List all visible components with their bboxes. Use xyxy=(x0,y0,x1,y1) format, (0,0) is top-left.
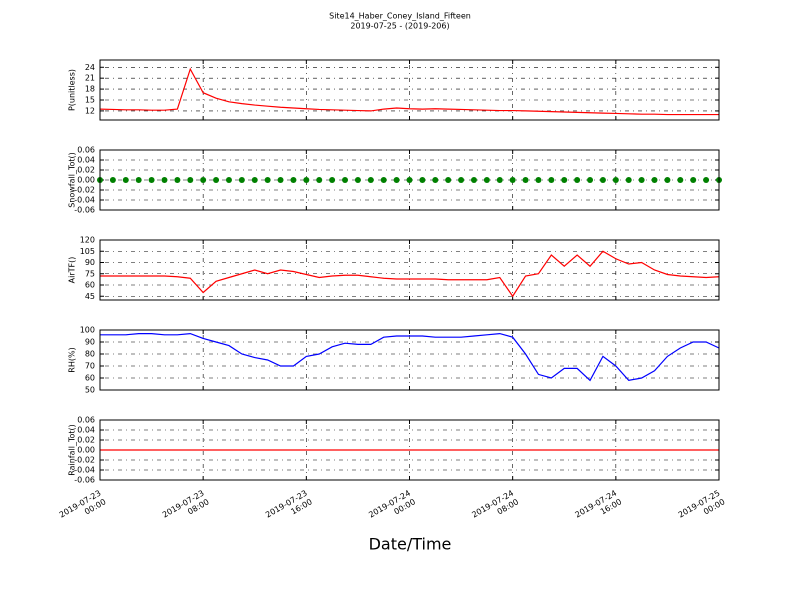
data-point xyxy=(174,177,181,183)
data-point xyxy=(483,177,490,183)
data-point xyxy=(496,177,503,183)
data-point xyxy=(303,177,310,183)
chart-subtitle: 2019-07-25 - (2019-206) xyxy=(350,22,449,31)
y-axis-label: P(unitless) xyxy=(68,69,77,111)
data-point xyxy=(535,177,542,183)
data-point xyxy=(677,177,684,183)
data-point xyxy=(213,177,220,183)
y-tick-label: -0.06 xyxy=(74,476,95,485)
y-tick-label: -0.02 xyxy=(74,456,95,465)
data-point xyxy=(342,177,349,183)
y-tick-label: 0.00 xyxy=(77,446,95,455)
y-axis-label: RH(%) xyxy=(68,347,77,372)
data-point xyxy=(109,177,116,183)
y-axis-label: Rainfall_Tot() xyxy=(68,424,77,476)
y-tick-label: 12 xyxy=(85,106,95,115)
y-tick-label: 24 xyxy=(85,63,95,72)
data-point xyxy=(599,177,606,183)
data-point xyxy=(509,177,516,183)
data-point xyxy=(638,177,645,183)
data-point xyxy=(406,177,413,183)
y-tick-label: 75 xyxy=(85,269,95,278)
y-tick-label: 15 xyxy=(85,96,95,105)
data-point xyxy=(238,177,245,183)
data-point xyxy=(612,177,619,183)
data-point xyxy=(445,177,452,183)
y-tick-label: 105 xyxy=(80,247,95,256)
data-point xyxy=(651,177,658,183)
data-point xyxy=(522,177,529,183)
y-tick-label: 50 xyxy=(85,386,95,395)
y-tick-label: 60 xyxy=(85,281,95,290)
y-tick-label: 80 xyxy=(85,350,95,359)
data-point xyxy=(470,177,477,183)
y-tick-label: 0.04 xyxy=(77,156,95,165)
data-point xyxy=(329,177,336,183)
y-tick-label: 0.06 xyxy=(77,416,95,425)
data-line xyxy=(99,67,719,116)
y-tick-label: 0.02 xyxy=(77,436,95,445)
data-point xyxy=(367,177,374,183)
chart-title: Site14_Haber_Coney_Island_Fifteen xyxy=(329,12,471,21)
data-point xyxy=(225,177,232,183)
data-point xyxy=(187,177,194,183)
data-line xyxy=(100,332,720,382)
data-point xyxy=(122,177,129,183)
data-line xyxy=(100,250,720,298)
y-tick-label: 0.02 xyxy=(77,166,95,175)
x-axis-label: Date/Time xyxy=(369,535,452,554)
axes-frame xyxy=(99,149,720,211)
data-point xyxy=(548,177,555,183)
data-point xyxy=(316,177,323,183)
data-point xyxy=(664,177,671,183)
data-point xyxy=(393,177,400,183)
y-tick-label: -0.04 xyxy=(74,196,95,205)
data-point xyxy=(587,177,594,183)
axes-frame xyxy=(99,419,720,481)
data-point xyxy=(161,177,168,183)
data-point xyxy=(354,177,361,183)
y-axis-label: Snowfall_Tot() xyxy=(68,152,77,208)
y-tick-label: 90 xyxy=(85,258,95,267)
axes-frame xyxy=(99,59,720,121)
data-point xyxy=(251,177,258,183)
data-point xyxy=(277,177,284,183)
data-point xyxy=(380,177,387,183)
y-tick-label: 45 xyxy=(85,292,95,301)
y-tick-label: 100 xyxy=(80,326,95,335)
data-point xyxy=(574,177,581,183)
y-tick-label: -0.02 xyxy=(74,186,95,195)
y-tick-label: 21 xyxy=(85,74,95,83)
y-tick-label: 60 xyxy=(85,374,95,383)
data-point xyxy=(135,177,142,183)
data-point xyxy=(200,177,207,183)
y-tick-label: 70 xyxy=(85,362,95,371)
y-axis-label: AirTF() xyxy=(68,257,77,284)
data-point xyxy=(690,177,697,183)
axes-frame xyxy=(99,329,720,391)
data-point xyxy=(561,177,568,183)
y-tick-label: -0.04 xyxy=(74,466,95,475)
y-tick-label: 0.00 xyxy=(77,176,95,185)
y-tick-label: 0.06 xyxy=(77,146,95,155)
data-point xyxy=(625,177,632,183)
data-point xyxy=(264,177,271,183)
y-tick-label: 18 xyxy=(85,85,95,94)
y-tick-label: 120 xyxy=(80,236,95,245)
data-point xyxy=(148,177,155,183)
data-point xyxy=(432,177,439,183)
data-point xyxy=(458,177,465,183)
axes-frame xyxy=(99,239,720,301)
y-tick-label: 90 xyxy=(85,338,95,347)
data-point xyxy=(290,177,297,183)
y-tick-label: 0.04 xyxy=(77,426,95,435)
y-tick-label: -0.06 xyxy=(74,206,95,215)
data-point xyxy=(703,177,710,183)
data-point xyxy=(419,177,426,183)
